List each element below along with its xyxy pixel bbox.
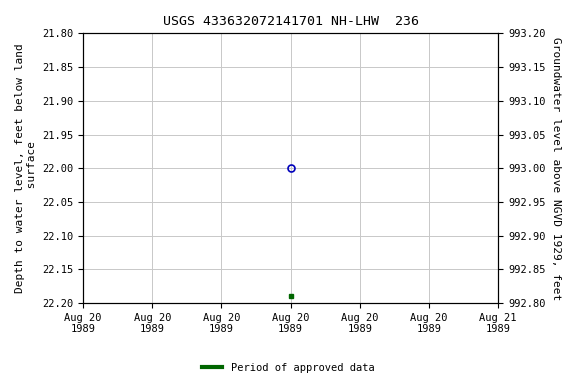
Legend: Period of approved data: Period of approved data — [198, 359, 378, 377]
Y-axis label: Groundwater level above NGVD 1929, feet: Groundwater level above NGVD 1929, feet — [551, 36, 561, 300]
Y-axis label: Depth to water level, feet below land
 surface: Depth to water level, feet below land su… — [15, 43, 37, 293]
Title: USGS 433632072141701 NH-LHW  236: USGS 433632072141701 NH-LHW 236 — [162, 15, 419, 28]
